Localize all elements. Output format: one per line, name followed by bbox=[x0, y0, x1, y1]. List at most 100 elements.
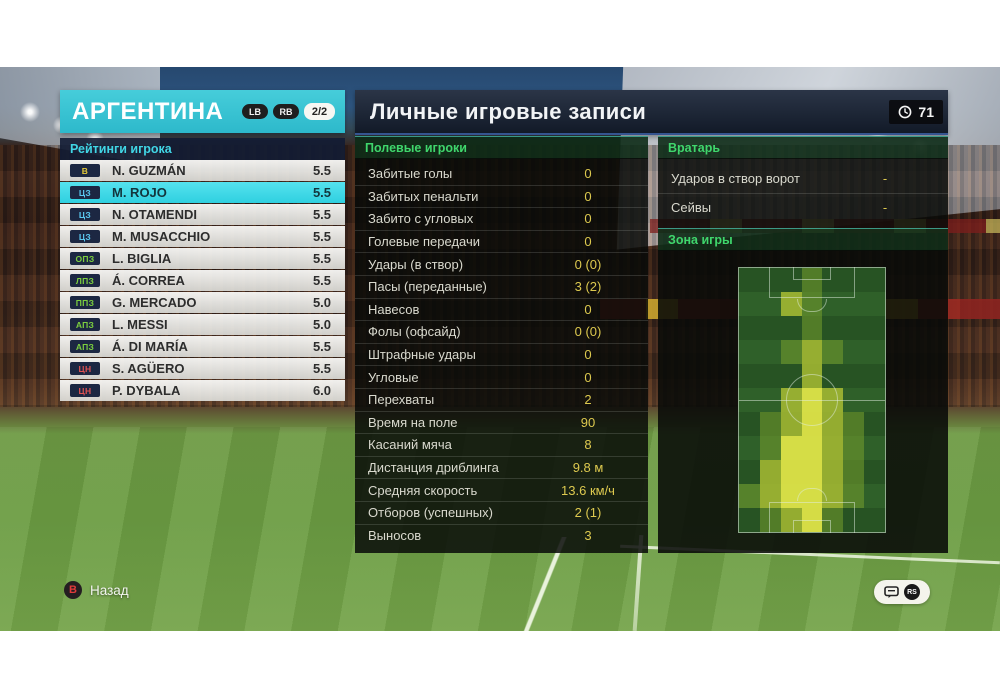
position-badge: АПЗ bbox=[70, 340, 100, 353]
stat-label: Фолы (офсайд) bbox=[368, 324, 461, 340]
heat-cell bbox=[843, 436, 865, 460]
stat-label: Забито с угловых bbox=[368, 211, 474, 227]
heat-cell bbox=[864, 268, 885, 292]
stat-label: Навесов bbox=[368, 301, 420, 317]
stat-label: Ударов в створ ворот bbox=[671, 170, 800, 186]
player-row[interactable]: ЦЗ N. OTAMENDI 5.5 bbox=[60, 204, 345, 225]
goalkeeper-section-header: Вратарь bbox=[658, 136, 948, 159]
zone-section-header: Зона игры bbox=[658, 228, 948, 251]
stat-value: 0 bbox=[584, 166, 592, 182]
match-time-indicator: 71 bbox=[889, 99, 943, 124]
heat-cell bbox=[739, 460, 760, 484]
player-rating: 5.5 bbox=[312, 273, 332, 288]
player-rating: 5.5 bbox=[312, 163, 332, 178]
heat-cell bbox=[822, 436, 844, 460]
heat-cell bbox=[864, 412, 885, 436]
heat-cell bbox=[739, 292, 760, 316]
stat-row: Голевые передачи 0 bbox=[355, 231, 648, 254]
heat-cell bbox=[739, 268, 760, 292]
stat-row: Сейвы - bbox=[658, 194, 948, 223]
heat-cell bbox=[759, 460, 781, 484]
stat-row: Фолы (офсайд) 0 (0) bbox=[355, 321, 648, 344]
stat-label: Перехваты bbox=[368, 392, 435, 408]
stat-row: Пасы (переданные) 3 (2) bbox=[355, 276, 648, 299]
lb-button[interactable]: LB bbox=[242, 104, 268, 119]
heat-cell bbox=[864, 436, 885, 460]
stat-row: Средняя скорость 13.6 км/ч bbox=[355, 479, 648, 502]
ratings-title: Рейтинги игрока bbox=[70, 142, 172, 156]
zone-panel bbox=[658, 250, 948, 553]
player-rating: 5.0 bbox=[312, 317, 332, 332]
player-name: Á. CORREA bbox=[112, 273, 185, 288]
player-name: G. MERCADO bbox=[112, 295, 197, 310]
player-row[interactable]: АПЗ Á. DI MARÍA 5.5 bbox=[60, 336, 345, 357]
footer-icons[interactable]: RS bbox=[874, 580, 930, 604]
stat-value: 0 (0) bbox=[574, 256, 602, 272]
heat-cell bbox=[780, 292, 802, 316]
b-button-icon[interactable]: B bbox=[64, 581, 82, 599]
stat-label: Выносов bbox=[368, 527, 422, 543]
back-control[interactable]: B Назад bbox=[64, 581, 129, 599]
back-label: Назад bbox=[90, 582, 129, 598]
heat-cell bbox=[864, 292, 885, 316]
player-name: Á. DI MARÍA bbox=[112, 339, 188, 354]
stat-value: 90 bbox=[580, 414, 596, 430]
stat-row: Угловые 0 bbox=[355, 366, 648, 389]
player-name: L. BIGLIA bbox=[112, 251, 172, 266]
stat-label: Угловые bbox=[368, 369, 419, 385]
stat-value: 3 (2) bbox=[574, 279, 602, 295]
position-badge: ЦН bbox=[70, 362, 100, 375]
center-circle bbox=[786, 374, 838, 426]
goalkeeper-title: Вратарь bbox=[668, 141, 721, 155]
player-row[interactable]: ППЗ G. MERCADO 5.0 bbox=[60, 292, 345, 313]
player-row[interactable]: ОПЗ L. BIGLIA 5.5 bbox=[60, 248, 345, 269]
player-row[interactable]: ЦН P. DYBALA 6.0 bbox=[60, 380, 345, 401]
heat-cell bbox=[739, 436, 760, 460]
stat-row: Время на поле 90 bbox=[355, 412, 648, 435]
stat-value: 13.6 км/ч bbox=[561, 482, 615, 498]
player-rating: 5.5 bbox=[312, 229, 332, 244]
position-badge: ЦЗ bbox=[70, 230, 100, 243]
stat-row: Касаний мяча 8 bbox=[355, 434, 648, 457]
player-row[interactable]: АПЗ L. MESSI 5.0 bbox=[60, 314, 345, 335]
heat-cell bbox=[843, 364, 864, 388]
heat-cell bbox=[759, 436, 781, 460]
stat-label: Пасы (переданные) bbox=[368, 279, 487, 295]
stat-label: Голевые передачи bbox=[368, 234, 481, 250]
page-indicator: 2/2 bbox=[304, 103, 335, 120]
clock-icon bbox=[899, 105, 912, 118]
player-name: M. MUSACCHIO bbox=[112, 229, 211, 244]
stat-value: 0 bbox=[584, 234, 592, 250]
player-row[interactable]: В N. GUZMÁN 5.5 bbox=[60, 160, 345, 181]
stat-label: Забитые голы bbox=[368, 166, 453, 182]
stat-value: 0 bbox=[584, 347, 592, 363]
position-badge: ЦЗ bbox=[70, 186, 100, 199]
player-row[interactable]: ЛПЗ Á. CORREA 5.5 bbox=[60, 270, 345, 291]
player-rating: 5.5 bbox=[312, 207, 332, 222]
field-players-title: Полевые игроки bbox=[365, 141, 467, 155]
goalkeeper-stats-panel: Ударов в створ ворот - Сейвы - bbox=[658, 158, 948, 228]
position-badge: В bbox=[70, 164, 100, 177]
heat-cell bbox=[739, 508, 760, 532]
position-badge: ЛПЗ bbox=[70, 274, 100, 287]
player-row[interactable]: ЦН S. AGÜERO 5.5 bbox=[60, 358, 345, 379]
stat-value: 0 bbox=[584, 369, 592, 385]
player-rating: 5.5 bbox=[312, 251, 332, 266]
stat-label: Дистанция дриблинга bbox=[368, 460, 499, 476]
heat-cell bbox=[760, 316, 781, 340]
heat-cell bbox=[801, 340, 823, 364]
heat-cell bbox=[760, 364, 781, 388]
position-badge: АПЗ bbox=[70, 318, 100, 331]
rb-button[interactable]: RB bbox=[273, 104, 299, 119]
stat-value: 2 (1) bbox=[574, 505, 602, 521]
stat-row: Забитые голы 0 bbox=[355, 163, 648, 186]
heat-cell bbox=[780, 508, 802, 532]
stat-label: Время на поле bbox=[368, 414, 458, 430]
player-row[interactable]: ЦЗ M. ROJO 5.5 bbox=[60, 182, 345, 203]
heat-cell bbox=[801, 316, 823, 340]
heatmap-pitch bbox=[738, 267, 886, 533]
page-title: Личные игровые записи bbox=[370, 98, 647, 124]
player-name: P. DYBALA bbox=[112, 383, 181, 398]
stat-value: 0 bbox=[584, 211, 592, 227]
player-row[interactable]: ЦЗ M. MUSACCHIO 5.5 bbox=[60, 226, 345, 247]
